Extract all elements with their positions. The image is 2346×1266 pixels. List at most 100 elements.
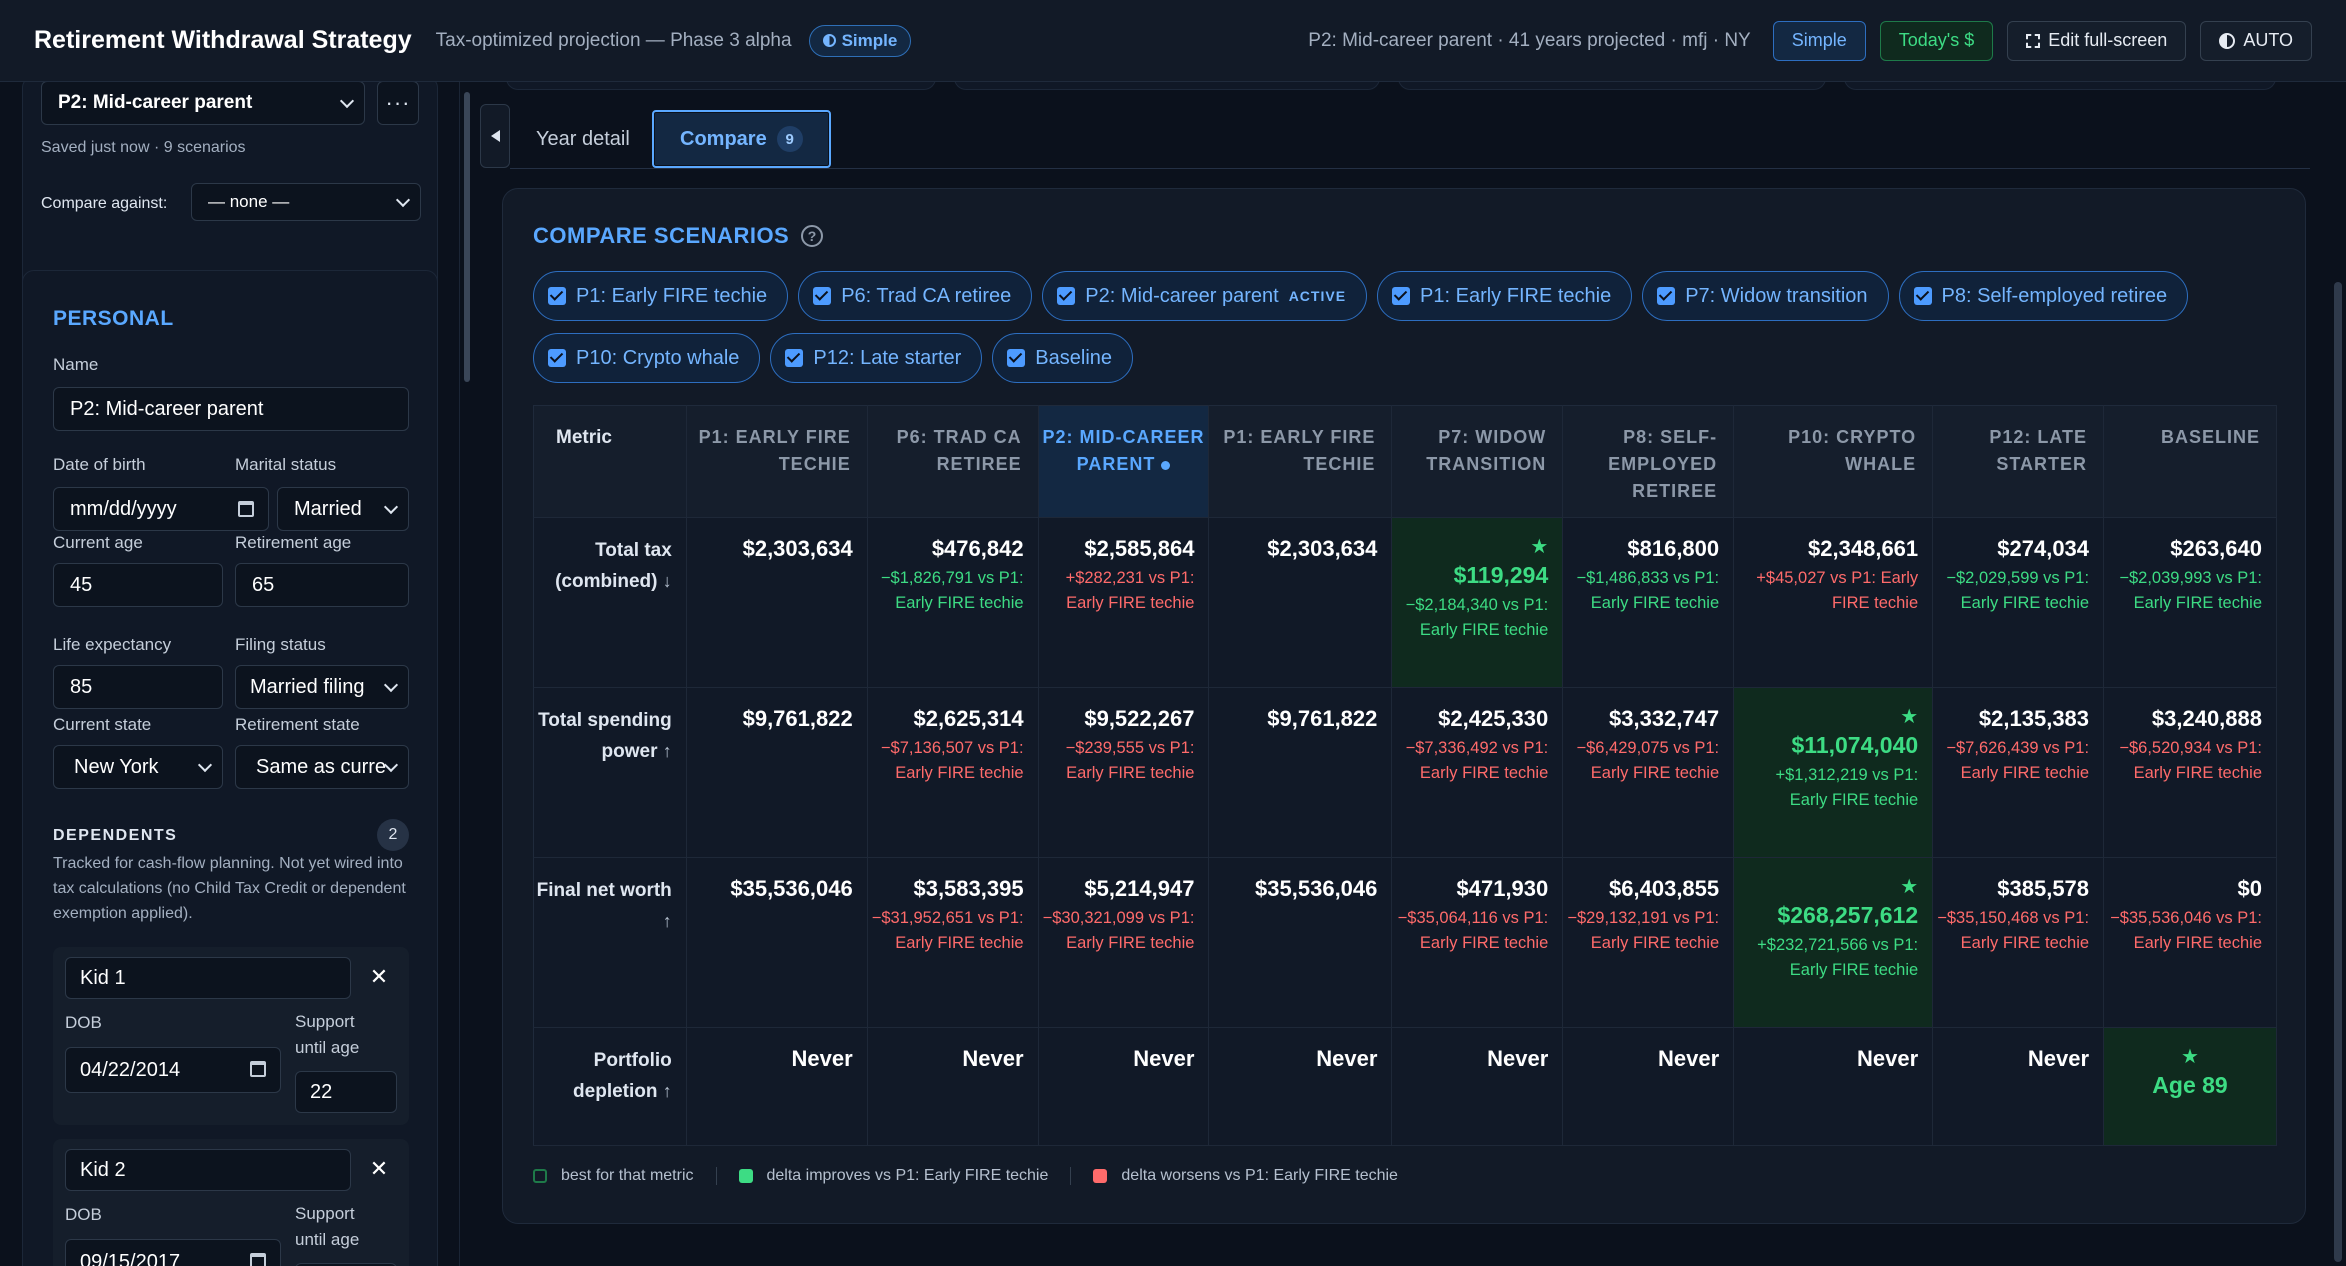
metric-value: $268,257,612 bbox=[1777, 902, 1919, 928]
tab-compare[interactable]: Compare 9 bbox=[652, 110, 831, 168]
scenario-chip[interactable]: P8: Self-employed retiree bbox=[1898, 271, 2189, 321]
kid-dob-value: 09/15/2017 bbox=[80, 1250, 181, 1266]
chevron-down-icon bbox=[197, 757, 213, 773]
dob-field[interactable]: mm/dd/yyyy bbox=[53, 487, 269, 531]
scenario-chip[interactable]: P6: Trad CA retiree bbox=[798, 271, 1033, 321]
metric-cell: Final net worth ↑ bbox=[533, 857, 687, 1028]
chevron-down-icon bbox=[395, 192, 411, 208]
scenario-chip[interactable]: P2: Mid-career parent ACTIVE bbox=[1042, 271, 1368, 321]
scenario-select[interactable]: P2: Mid-career parent bbox=[41, 82, 365, 125]
marital-select[interactable]: Married bbox=[277, 487, 409, 531]
column-header-label: P2: MID-CAREER PARENT bbox=[1042, 427, 1205, 474]
star-icon: ★ bbox=[2181, 1046, 2199, 1068]
value-cell: Never bbox=[1038, 1027, 1210, 1146]
value-cell: $2,425,330 −$7,336,492 vs P1: Early FIRE … bbox=[1391, 687, 1564, 858]
tab-compare-label: Compare bbox=[680, 127, 767, 150]
summary-card-edge bbox=[506, 82, 936, 90]
scenario-column-header: P8: SELF-EMPLOYED RETIREE bbox=[1562, 405, 1735, 518]
scenario-column-header: P1: EARLY FIRE TECHIE bbox=[686, 405, 868, 518]
compare-panel: COMPARE SCENARIOS ? P1: Early FIRE techi… bbox=[502, 188, 2306, 1224]
value-cell: $2,135,383 −$7,626,439 vs P1: Early FIRE … bbox=[1932, 687, 2105, 858]
metric-value: $2,303,634 bbox=[742, 536, 853, 561]
column-header-label: P8: SELF-EMPLOYED RETIREE bbox=[1608, 427, 1718, 501]
metric-label: Final net worth bbox=[536, 880, 672, 901]
help-icon[interactable]: ? bbox=[801, 225, 824, 247]
metric-value: $3,332,747 bbox=[1609, 706, 1720, 731]
kid-dob-field[interactable]: 09/15/2017 bbox=[65, 1239, 281, 1266]
kid-name-field[interactable]: Kid 2 bbox=[65, 1149, 351, 1191]
value-cell: $2,625,314 −$7,136,507 vs P1: Early FIRE … bbox=[867, 687, 1039, 858]
retirement-age-field[interactable]: 65 bbox=[235, 563, 409, 607]
delta-text: −$35,064,116 vs P1: Early FIRE techie bbox=[1397, 909, 1549, 952]
more-options-button[interactable]: ··· bbox=[377, 82, 419, 125]
name-field[interactable]: P2: Mid-career parent bbox=[53, 387, 409, 431]
current-state-select[interactable]: New York bbox=[53, 745, 223, 789]
collapse-sidebar-button[interactable] bbox=[480, 104, 510, 168]
kid-support-label: Support until age bbox=[295, 1204, 360, 1249]
theme-button[interactable]: AUTO bbox=[2200, 20, 2312, 61]
metric-label: Total tax (combined) bbox=[555, 540, 672, 592]
app-title: Retirement Withdrawal Strategy bbox=[34, 26, 412, 54]
arrow-down-icon: ↓ bbox=[662, 571, 672, 591]
edit-fullscreen-button[interactable]: Edit full-screen bbox=[2007, 20, 2187, 61]
delta-text: −$2,029,599 vs P1: Early FIRE techie bbox=[1946, 569, 2090, 612]
filing-select[interactable]: Married filing bbox=[235, 665, 409, 709]
personal-card: PERSONAL Name P2: Mid-career parent Date… bbox=[22, 270, 438, 1266]
kid-support-age-field[interactable]: 22 bbox=[295, 1071, 397, 1113]
delta-text: −$1,826,791 vs P1: Early FIRE techie bbox=[880, 569, 1024, 612]
delta-text: +$45,027 vs P1: Early FIRE techie bbox=[1756, 569, 1919, 612]
remove-kid-button[interactable]: ✕ bbox=[361, 1151, 397, 1187]
dependent-card: Kid 1 ✕ DOB Support until age 04/22/2014… bbox=[53, 947, 409, 1125]
legend-best: best for that metric bbox=[561, 1167, 694, 1184]
scenario-chip[interactable]: Baseline bbox=[992, 333, 1134, 383]
kid-name-field[interactable]: Kid 1 bbox=[65, 957, 351, 999]
value-cell: $2,348,661 +$45,027 vs P1: Early FIRE tec… bbox=[1733, 517, 1934, 688]
legend: best for that metric delta improves vs P… bbox=[533, 1167, 1398, 1185]
expand-icon bbox=[2026, 33, 2041, 48]
scenario-chip[interactable]: P7: Widow transition bbox=[1642, 271, 1889, 321]
scenario-column-header: P12: LATE STARTER bbox=[1932, 405, 2105, 518]
scenario-chip[interactable]: P10: Crypto whale bbox=[533, 333, 761, 383]
metric-value: $2,585,864 bbox=[1084, 536, 1195, 561]
metric-cell: Total tax (combined) ↓ bbox=[533, 517, 687, 688]
metric-value: $2,135,383 bbox=[1978, 706, 2090, 731]
compare-against-select[interactable]: — none — bbox=[191, 183, 421, 221]
delta-text: −$35,150,468 vs P1: Early FIRE techie bbox=[1937, 909, 2090, 952]
calendar-icon bbox=[250, 1253, 266, 1266]
simple-button[interactable]: Simple bbox=[1772, 20, 1866, 61]
scenario-chip[interactable]: P1: Early FIRE techie bbox=[1377, 271, 1633, 321]
delta-text: −$7,336,492 vs P1: Early FIRE techie bbox=[1405, 739, 1549, 782]
value-cell: $35,536,046 bbox=[1208, 857, 1393, 1028]
scenario-chip[interactable]: P12: Late starter bbox=[770, 333, 983, 383]
dependents-note: Tracked for cash-flow planning. Not yet … bbox=[53, 855, 406, 922]
life-exp-field[interactable]: 85 bbox=[53, 665, 223, 709]
delta-text: −$7,626,439 vs P1: Early FIRE techie bbox=[1946, 739, 2090, 782]
compare-against-value: — none — bbox=[208, 192, 290, 211]
scenario-chip-label: P6: Trad CA retiree bbox=[841, 284, 1012, 307]
metric-value: Never bbox=[1857, 1046, 1919, 1071]
metric-value: $9,761,822 bbox=[742, 706, 853, 731]
retirement-state-select[interactable]: Same as curre bbox=[235, 745, 409, 789]
todays-dollars-button[interactable]: Today's $ bbox=[1879, 20, 1994, 61]
legend-best-swatch bbox=[533, 1169, 547, 1183]
delta-text: −$1,486,833 vs P1: Early FIRE techie bbox=[1576, 569, 1720, 612]
close-icon: ✕ bbox=[369, 964, 389, 989]
sidebar-scrollbar[interactable] bbox=[464, 92, 470, 382]
summary-card-edge bbox=[1398, 82, 1826, 90]
calendar-icon bbox=[238, 501, 254, 517]
tab-year-detail[interactable]: Year detail bbox=[536, 127, 630, 150]
scenario-chip-label: P7: Widow transition bbox=[1685, 284, 1868, 307]
main-scrollbar[interactable] bbox=[2334, 282, 2342, 1262]
column-header-label: P7: WIDOW TRANSITION bbox=[1426, 427, 1547, 474]
chevron-down-icon bbox=[383, 499, 399, 515]
table-row: Portfolio depletion ↑ Never Never Never Neve… bbox=[533, 1027, 2277, 1146]
contrast-icon bbox=[2219, 32, 2236, 49]
metric-value: Never bbox=[1316, 1046, 1378, 1071]
kid-dob-field[interactable]: 04/22/2014 bbox=[65, 1047, 281, 1093]
remove-kid-button[interactable]: ✕ bbox=[361, 959, 397, 995]
mode-pill[interactable]: Simple bbox=[808, 24, 912, 57]
current-age-field[interactable]: 45 bbox=[53, 563, 223, 607]
metric-value: $3,240,888 bbox=[2151, 706, 2262, 731]
kid-dob-value: 04/22/2014 bbox=[80, 1058, 181, 1081]
scenario-chip[interactable]: P1: Early FIRE techie bbox=[533, 271, 789, 321]
